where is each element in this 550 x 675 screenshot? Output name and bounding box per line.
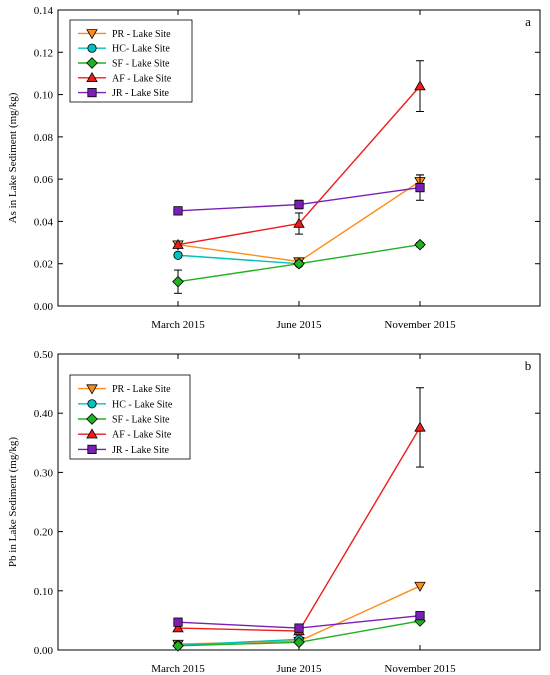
- legend-marker: [86, 428, 98, 439]
- series-line: [177, 254, 300, 265]
- legend-marker: [86, 413, 98, 425]
- legend-marker: [87, 43, 97, 53]
- series-line: [177, 427, 421, 632]
- y-tick-label: 0.50: [34, 349, 54, 361]
- x-tick-label: March 2015: [151, 319, 205, 331]
- legend: PR - Lake Site HC - Lake Site SF - Lake Si…: [69, 374, 191, 460]
- data-point: [415, 611, 425, 621]
- y-tick-label: 0.12: [34, 47, 53, 59]
- data-point: [414, 581, 426, 592]
- data-point: [293, 217, 305, 228]
- data-point: [172, 238, 184, 249]
- x-tick-label: November 2015: [384, 663, 456, 675]
- data-point: [173, 617, 183, 627]
- data-point: [172, 275, 184, 288]
- series-2: [172, 238, 426, 294]
- series-4: [173, 611, 425, 633]
- x-tick-label: June 2015: [277, 663, 322, 675]
- panel-label: b: [525, 358, 532, 373]
- legend-label: AF - Lake Site: [112, 73, 172, 84]
- y-tick-label: 0.06: [34, 174, 54, 186]
- y-tick-label: 0.40: [34, 408, 54, 420]
- y-tick-label: 0.10: [34, 90, 54, 102]
- y-tick-label: 0.14: [34, 5, 54, 17]
- data-point: [415, 182, 425, 193]
- series-3: [172, 60, 426, 249]
- y-tick-label: 0.00: [34, 645, 54, 657]
- data-point: [172, 640, 184, 652]
- series-line: [177, 638, 300, 646]
- legend-label: HC- Lake Site: [112, 44, 170, 55]
- legend-label: JR - Lake Site: [112, 445, 169, 456]
- x-tick-label: March 2015: [151, 663, 205, 675]
- data-point: [172, 622, 184, 633]
- legend-marker: [86, 57, 98, 69]
- y-tick-label: 0.00: [34, 301, 54, 313]
- legend-label: PR - Lake Site: [112, 29, 171, 40]
- y-tick-label: 0.30: [34, 467, 54, 479]
- legend-label: AF - Lake Site: [112, 430, 172, 441]
- y-tick-label: 0.02: [34, 259, 53, 271]
- y-tick-label: 0.08: [34, 132, 54, 144]
- legend-marker: [86, 71, 98, 82]
- y-axis-title: Pb in Lake Sediment (mg/kg): [7, 437, 19, 567]
- data-point: [414, 80, 426, 91]
- chart-panel-b: 0.00 0.10 0.20 0.30 0.40 0.50 March 2015 June 2…: [7, 349, 541, 675]
- data-point: [414, 238, 426, 251]
- legend-marker: [87, 444, 97, 455]
- legend-label: SF - Lake Site: [112, 59, 170, 70]
- legend: PR - Lake Site HC- Lake Site SF - Lake Sit…: [69, 19, 193, 103]
- chart-panel-a: 0.00 0.02 0.04 0.06 0.08 0.10 0.12 0.14 March 20…: [7, 5, 541, 331]
- panel-label: a: [525, 14, 531, 29]
- legend-label: JR - Lake Site: [112, 88, 169, 99]
- legend-label: PR - Lake Site: [112, 384, 171, 395]
- y-tick-label: 0.10: [34, 586, 54, 598]
- series-4: [173, 174, 425, 216]
- series-3: [172, 387, 426, 636]
- legend-marker: [87, 88, 97, 98]
- legend-label: SF - Lake Site: [112, 415, 170, 426]
- y-tick-label: 0.20: [34, 527, 54, 539]
- legend-marker: [86, 29, 98, 40]
- legend-marker: [87, 399, 97, 409]
- y-tick-label: 0.04: [34, 216, 54, 228]
- legend-marker: [86, 384, 98, 395]
- x-tick-label: June 2015: [277, 319, 322, 331]
- data-point: [293, 257, 305, 270]
- x-tick-label: November 2015: [384, 319, 456, 331]
- data-point: [414, 421, 426, 432]
- data-point: [173, 250, 183, 260]
- y-axis-title: As in Lake Sediment (mg/kg): [7, 92, 19, 223]
- data-point: [173, 206, 183, 216]
- data-point: [293, 636, 305, 649]
- legend-label: HC - Lake Site: [112, 399, 173, 410]
- data-point: [294, 623, 304, 633]
- data-point: [294, 199, 304, 210]
